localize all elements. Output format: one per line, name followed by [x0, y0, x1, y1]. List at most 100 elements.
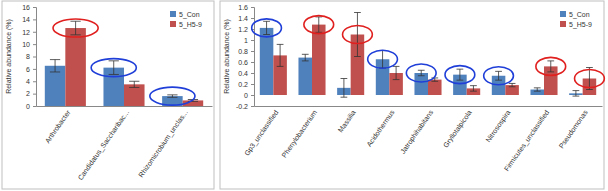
y-tick-label: 12 [22, 28, 30, 35]
error-line [318, 17, 319, 32]
error-line [55, 60, 56, 72]
legend: 5_Con 5_H5-9 [560, 11, 592, 29]
legend-swatch [560, 11, 566, 17]
error-line [550, 61, 551, 72]
plot-area: -0.200.20.40.60.811.21.41.6Gp3_unclassif… [236, 4, 604, 173]
x-tick-label: Nitrosospira [484, 109, 512, 144]
y-axis-line [33, 8, 37, 107]
error-cap [509, 83, 516, 84]
error-bar [586, 68, 593, 90]
x-tick: Jatrophihabitans [399, 106, 435, 155]
error-line [357, 13, 358, 57]
error-cap [573, 96, 580, 97]
y-tick-mark [33, 44, 36, 45]
x-tick: Gryllotalpicola [442, 106, 474, 149]
y-tick-mark [33, 7, 36, 8]
y-tick: 1.6 [238, 4, 254, 11]
y-tick: 16 [22, 4, 36, 11]
marks [45, 21, 203, 106]
error-line [421, 70, 422, 76]
x-tick-label: Arthrobacter [44, 108, 72, 144]
y-tick-label: 0 [244, 92, 248, 99]
y-axis-title: Relative abundance (%) [5, 19, 13, 94]
error-line [280, 44, 281, 66]
y-tick-mark [251, 106, 254, 107]
bar [414, 73, 428, 95]
x-tick: Nitrosospira [484, 106, 512, 144]
y-tick: 0 [26, 103, 36, 110]
error-cap [586, 89, 593, 90]
highlight-circle [150, 87, 195, 105]
y-tick-label: 14 [22, 16, 30, 23]
y-tick-mark [251, 18, 254, 19]
legend-label: 5_H5-9 [569, 21, 592, 29]
legend: 5_Con5_H5-9 [170, 11, 202, 29]
error-cap [354, 12, 361, 13]
error-line [589, 68, 590, 90]
legend-swatch [170, 11, 176, 17]
y-tick-mark [33, 32, 36, 33]
y-tick-mark [251, 7, 254, 8]
error-cap [302, 54, 309, 55]
x-tick-label: Gp3_unclassified [243, 109, 280, 158]
error-line [343, 79, 344, 98]
error-cap [418, 70, 425, 71]
bar [45, 66, 66, 106]
error-bar [495, 71, 502, 80]
error-cap [495, 80, 502, 81]
y-tick-label: 0.6 [238, 59, 248, 66]
y-tick-label: 0.2 [238, 81, 248, 88]
y-tick: 12 [22, 28, 36, 35]
error-cap [70, 34, 80, 35]
error-cap [263, 21, 270, 22]
error-cap [457, 69, 464, 70]
x-tick-label: Phenylobacterium [280, 109, 319, 160]
error-cap [315, 32, 322, 33]
bar [428, 80, 442, 95]
error-bar [573, 91, 580, 97]
error-cap [457, 80, 464, 81]
y-tick-label: 1.4 [238, 15, 248, 22]
error-cap [50, 59, 60, 60]
panel-border [220, 1, 604, 189]
highlight-circle [484, 67, 514, 85]
y-tick: -0.2 [236, 103, 254, 110]
error-line [75, 21, 76, 35]
highlight-circle [91, 59, 136, 77]
legend-label: 5_Con [179, 11, 200, 19]
legend-item: 5_H5-9 [560, 21, 592, 29]
x-tick: Massilia [337, 106, 357, 134]
highlight-circle [575, 70, 605, 88]
error-bar [302, 54, 309, 61]
marks [260, 13, 596, 98]
error-cap [534, 87, 541, 88]
y-tick-label: 1 [244, 37, 248, 44]
error-cap [129, 81, 139, 82]
chart-panel: 0246810121416ArthrobacterCandidatus_Sacc… [2, 1, 214, 189]
error-line [434, 78, 435, 81]
x-tick: Candidatus_Saccharibac... [76, 106, 131, 182]
error-bar [70, 21, 80, 35]
error-bar [457, 69, 464, 80]
highlight-circle [53, 19, 98, 37]
error-cap [302, 60, 309, 61]
y-tick: 0.8 [238, 48, 254, 55]
x-tick-label: Firmicutes_unclassified [503, 109, 551, 173]
error-cap [470, 85, 477, 86]
y-tick-label: -0.2 [236, 103, 248, 110]
error-cap [277, 66, 284, 67]
y-tick: 2 [26, 90, 36, 97]
x-tick-label: Acidothermus [365, 108, 396, 147]
legend-label: 5_Con [569, 11, 590, 19]
bar [124, 84, 145, 106]
error-line [459, 69, 460, 80]
error-cap [418, 75, 425, 76]
bar [505, 85, 519, 95]
error-cap [277, 44, 284, 45]
y-tick-mark [33, 94, 36, 95]
error-cap [534, 91, 541, 92]
error-line [473, 86, 474, 92]
error-cap [50, 71, 60, 72]
x-tick: Pseudomonas [557, 106, 589, 149]
highlight-circle [445, 66, 475, 84]
